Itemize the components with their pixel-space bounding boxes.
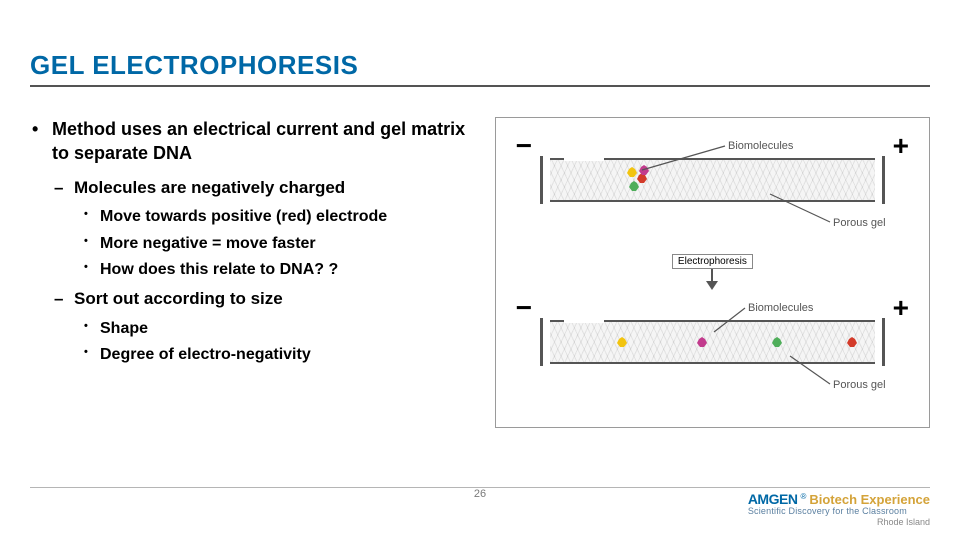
- molecule-icon: [771, 336, 783, 348]
- down-arrow-icon: [702, 269, 722, 291]
- diagram-panel-after: − + Biomolecules Porous gel: [510, 298, 915, 413]
- electrode-right: [882, 156, 885, 204]
- gel-opening: [564, 319, 604, 323]
- molecule-icon: [696, 336, 708, 348]
- electrode-left: [540, 156, 543, 204]
- plus-label: +: [893, 130, 909, 162]
- molecule-icon: [616, 336, 628, 348]
- molecule-icon: [638, 164, 650, 176]
- diagram-column: − + Biomolecules Porous gel Electrophore…: [495, 117, 930, 428]
- molecule-icon: [628, 180, 640, 192]
- content-row: Method uses an electrical current and ge…: [0, 87, 960, 428]
- brand-main: AMGEN: [748, 492, 798, 507]
- bullet-level1: Method uses an electrical current and ge…: [30, 117, 475, 166]
- registered-icon: ®: [800, 493, 806, 502]
- diagram-mid-arrow: Electrophoresis: [510, 251, 915, 296]
- gel-strip: [550, 158, 875, 202]
- electrode-left: [540, 318, 543, 366]
- electrode-right: [882, 318, 885, 366]
- gel-opening: [564, 157, 604, 161]
- callout-biomolecules: Biomolecules: [728, 140, 794, 152]
- brand-block: AMGEN® Biotech Experience Scientific Dis…: [748, 492, 930, 528]
- molecule-icon: [846, 336, 858, 348]
- callout-porousgel: Porous gel: [833, 379, 886, 391]
- bullet-level3: Degree of electro-negativity: [30, 344, 475, 366]
- bullet-level2: Sort out according to size: [30, 287, 475, 312]
- brand-tagline: Scientific Discovery for the Classroom: [748, 507, 930, 517]
- bullet-level3: Move towards positive (red) electrode: [30, 206, 475, 228]
- diagram-panel-before: − + Biomolecules Porous gel: [510, 136, 915, 251]
- bullet-level3: How does this relate to DNA? ?: [30, 259, 475, 281]
- electrophoresis-label: Electrophoresis: [672, 254, 753, 269]
- bullet-level3: More negative = move faster: [30, 233, 475, 255]
- bullet-level2: Molecules are negatively charged: [30, 176, 475, 201]
- minus-label: −: [516, 130, 532, 162]
- text-column: Method uses an electrical current and ge…: [30, 117, 475, 428]
- slide-title: GEL ELECTROPHORESIS: [0, 0, 960, 85]
- bullet-list: Method uses an electrical current and ge…: [30, 117, 475, 367]
- minus-label: −: [516, 292, 532, 324]
- callout-biomolecules: Biomolecules: [748, 302, 814, 314]
- brand-secondary: Biotech Experience: [809, 493, 930, 507]
- brand-location: Rhode Island: [748, 518, 930, 528]
- footer: AMGEN® Biotech Experience Scientific Dis…: [30, 487, 930, 528]
- plus-label: +: [893, 292, 909, 324]
- gel-strip: [550, 320, 875, 364]
- callout-porousgel: Porous gel: [833, 217, 886, 229]
- bullet-level3: Shape: [30, 318, 475, 340]
